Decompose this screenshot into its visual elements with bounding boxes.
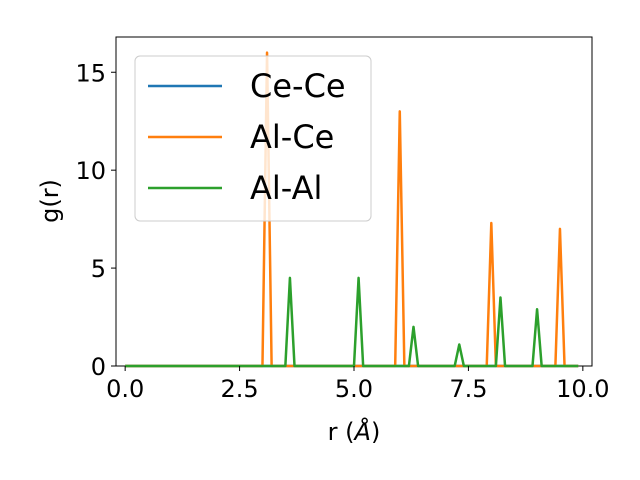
x-tick-label: 2.5 [220,375,258,403]
x-axis-label-close: ) [371,418,380,446]
x-tick-label: 0.0 [106,375,144,403]
x-ticks: 0.0 2.5 5.0 7.5 10.0 [106,366,610,403]
x-axis-label-main: r ( [328,418,355,446]
y-tick-label: 5 [91,255,106,283]
legend-label-al-al: Al-Al [250,169,322,207]
y-axis-label: g(r) [36,179,64,223]
legend-label-al-ce: Al-Ce [250,118,334,156]
y-ticks: 0 5 10 15 [75,59,116,381]
legend: Ce-Ce Al-Ce Al-Al [134,55,372,222]
legend-entries: Ce-Ce Al-Ce Al-Al [148,67,346,207]
x-tick-label: 10.0 [556,375,609,403]
legend-label-ce-ce: Ce-Ce [250,67,346,105]
x-axis-label: r (Å) [328,417,381,446]
y-tick-label: 0 [91,353,106,381]
x-tick-label: 5.0 [335,375,373,403]
x-axis-label-unit: Å [353,417,371,446]
legend-box [134,55,372,222]
y-tick-label: 15 [75,59,106,87]
series-line-al-al [125,276,579,368]
y-tick-label: 10 [75,157,106,185]
x-tick-label: 7.5 [449,375,487,403]
